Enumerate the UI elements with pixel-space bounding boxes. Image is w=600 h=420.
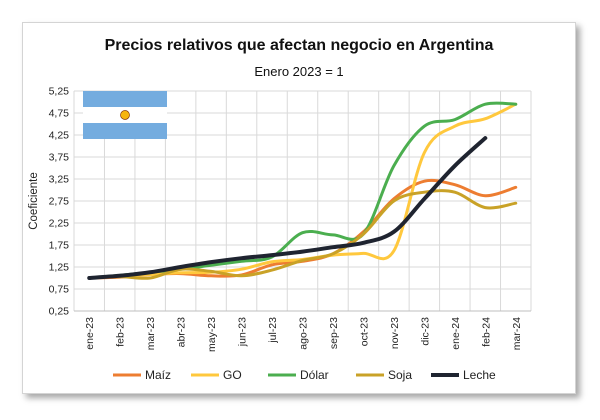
x-tick-label: sep-23 — [328, 317, 340, 349]
chart-card: Precios relativos que afectan negocio en… — [22, 22, 576, 394]
y-tick-label: 0,75 — [49, 284, 70, 296]
x-tick-label: feb-24 — [480, 317, 492, 347]
x-tick-label: ago-23 — [298, 317, 310, 350]
legend-label: GO — [223, 368, 242, 382]
legend-label: Maíz — [145, 368, 171, 382]
legend-label: Soja — [388, 368, 412, 382]
y-tick-label: 4,75 — [49, 108, 70, 120]
line-chart: 0,25 0,75 1,25 1,75 2,25 2,75 3,25 3,75 4,25 4,75… — [28, 86, 532, 382]
x-tick-label: ene-24 — [450, 317, 462, 350]
x-tick-label: nov-23 — [389, 317, 401, 349]
argentina-flag-stripe — [83, 123, 167, 139]
x-tick-label: may-23 — [206, 317, 218, 352]
series-line-leche — [87, 136, 488, 280]
x-tick-label: jul-23 — [267, 317, 279, 344]
x-tick-label: abr-23 — [176, 317, 188, 348]
y-tick-label: 2,25 — [49, 218, 70, 230]
legend-label: Dólar — [300, 368, 329, 382]
x-tick-label: dic-23 — [419, 317, 431, 346]
series-line-soja — [87, 189, 518, 280]
x-tick-label: mar-23 — [145, 317, 157, 350]
x-tick-label: jun-23 — [237, 317, 249, 347]
x-tick-label: ene-23 — [84, 317, 96, 350]
argentina-flag-icon — [83, 91, 167, 107]
flag-sun-icon — [120, 110, 130, 120]
y-tick-label: 5,25 — [49, 86, 70, 98]
series-line-maíz — [87, 178, 518, 280]
y-tick-label: 3,25 — [49, 174, 70, 186]
chart-title: Precios relativos que afectan negocio en… — [104, 37, 494, 54]
x-tick-label: oct-23 — [358, 317, 370, 346]
legend-label: Leche — [463, 368, 496, 382]
y-tick-label: 4,25 — [49, 130, 70, 142]
chart-subtitle: Enero 2023 = 1 — [254, 64, 344, 79]
y-tick-label: 1,25 — [49, 262, 70, 274]
x-tick-label: mar-24 — [511, 317, 523, 350]
x-tick-label: feb-23 — [115, 317, 127, 347]
y-tick-label: 2,75 — [49, 196, 70, 208]
y-tick-label: 1,75 — [49, 240, 70, 252]
y-axis-label: Coeficiente — [28, 172, 40, 230]
y-tick-label: 0,25 — [49, 306, 70, 318]
y-tick-label: 3,75 — [49, 152, 70, 164]
